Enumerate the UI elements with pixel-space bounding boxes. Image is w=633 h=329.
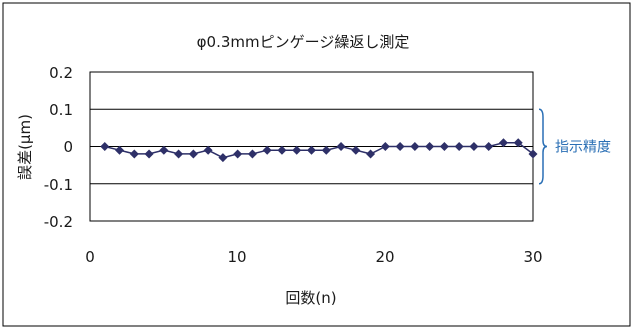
- data-point: [469, 142, 479, 151]
- y-tick-label: 0: [63, 138, 73, 156]
- data-point: [439, 142, 449, 151]
- plot-border: [89, 71, 534, 222]
- data-point: [513, 138, 523, 148]
- x-tick-label: 0: [85, 248, 95, 266]
- data-point: [454, 142, 464, 151]
- y-tick-label: 0.2: [49, 64, 73, 82]
- data-point: [188, 149, 198, 159]
- data-point: [203, 145, 213, 155]
- data-point: [144, 149, 154, 159]
- data-point: [100, 142, 110, 151]
- data-point: [247, 149, 257, 159]
- data-point: [307, 145, 316, 155]
- data-point: [351, 145, 361, 155]
- data-point: [380, 142, 390, 151]
- x-axis-title: 回数(n): [285, 289, 336, 307]
- data-point: [129, 149, 139, 159]
- data-point: [174, 149, 184, 159]
- y-axis-title: 誤差(μm): [16, 114, 34, 180]
- y-tick-labels: 0.2 0.1 0 -0.1 -0.2: [44, 64, 73, 231]
- data-point: [321, 145, 331, 155]
- x-tick-labels: 0 10 20 30: [85, 248, 542, 266]
- data-point: [115, 145, 125, 155]
- y-tick-label: 0.1: [49, 101, 73, 119]
- data-point: [262, 145, 272, 155]
- data-point: [395, 142, 405, 151]
- plot-area: [89, 71, 538, 222]
- data-point: [292, 145, 302, 155]
- data-point: [410, 142, 420, 151]
- data-point: [233, 149, 243, 159]
- bracket-icon: [538, 108, 548, 185]
- chart-title: φ0.3mmピンゲージ繰返し測定: [197, 33, 410, 51]
- series-points: [100, 138, 538, 163]
- data-point: [425, 142, 435, 151]
- data-point: [366, 149, 376, 159]
- data-point: [484, 142, 494, 151]
- data-point: [277, 145, 287, 155]
- x-tick-label: 20: [375, 248, 394, 266]
- y-tick-label: -0.2: [44, 213, 73, 231]
- x-tick-label: 30: [523, 248, 542, 266]
- y-tick-label: -0.1: [44, 176, 73, 194]
- data-point: [498, 138, 508, 148]
- annotation-label: 指示精度: [555, 140, 611, 156]
- data-point: [159, 145, 169, 155]
- data-point: [528, 149, 538, 159]
- data-point: [336, 142, 346, 151]
- data-point: [218, 153, 228, 163]
- x-tick-label: 10: [227, 248, 246, 266]
